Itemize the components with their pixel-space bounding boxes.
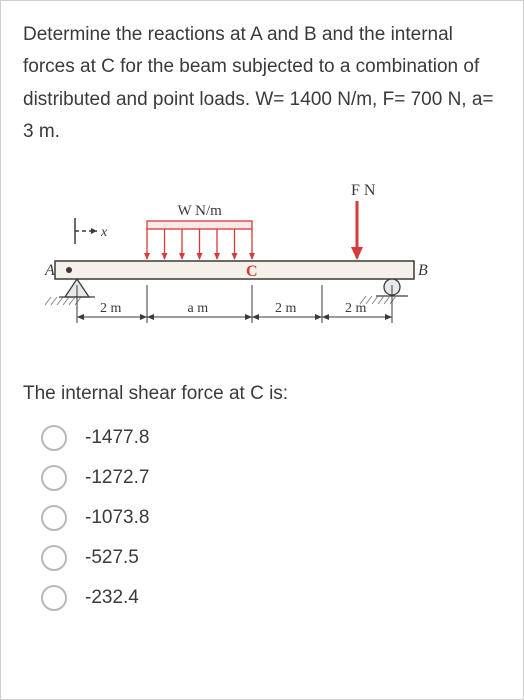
svg-text:B: B xyxy=(418,262,428,279)
svg-text:W N/m: W N/m xyxy=(178,203,223,219)
option-label: -1272.7 xyxy=(85,467,149,489)
beam-diagram: A B Cx W N/m F N 2 m a m 2 m 2 m xyxy=(23,166,501,356)
options-list: -1477.8 -1272.7 -1073.8 -527.5 -232.4 xyxy=(23,425,501,611)
option-2[interactable]: -1073.8 xyxy=(41,505,501,531)
svg-text:2 m: 2 m xyxy=(275,301,297,316)
question-text: Determine the reactions at A and B and t… xyxy=(23,19,501,148)
radio-icon xyxy=(41,505,67,531)
option-3[interactable]: -527.5 xyxy=(41,545,501,571)
option-label: -1073.8 xyxy=(85,507,149,529)
radio-icon xyxy=(41,545,67,571)
svg-text:2 m: 2 m xyxy=(345,301,367,316)
option-label: -527.5 xyxy=(85,547,139,569)
svg-text:x: x xyxy=(100,225,108,240)
svg-text:A: A xyxy=(44,262,55,279)
option-0[interactable]: -1477.8 xyxy=(41,425,501,451)
radio-icon xyxy=(41,465,67,491)
svg-text:C: C xyxy=(246,263,258,280)
svg-text:a m: a m xyxy=(188,301,209,316)
shear-prompt: The internal shear force at C is: xyxy=(23,383,501,405)
svg-text:F N: F N xyxy=(351,182,376,199)
option-1[interactable]: -1272.7 xyxy=(41,465,501,491)
svg-text:2 m: 2 m xyxy=(100,301,122,316)
option-4[interactable]: -232.4 xyxy=(41,585,501,611)
option-label: -232.4 xyxy=(85,587,139,609)
option-label: -1477.8 xyxy=(85,427,149,449)
radio-icon xyxy=(41,585,67,611)
radio-icon xyxy=(41,425,67,451)
